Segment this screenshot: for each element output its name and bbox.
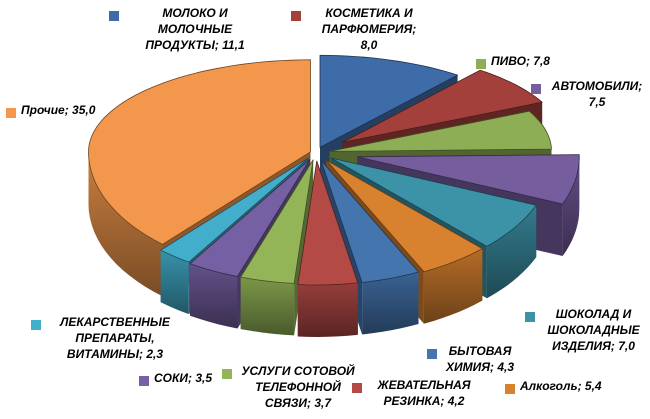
pie-slice-4 — [330, 157, 537, 247]
data-label-6: БЫТОВАЯ ХИМИЯ; 4,3 — [445, 344, 515, 374]
legend-marker-10 — [31, 320, 41, 330]
pie-slice-7 — [297, 160, 359, 286]
pie-slice-8 — [240, 159, 314, 284]
data-label-10: ЛЕКАРСТВЕННЫЕ ПРЕПАРАТЫ, ВИТАМИНЫ; 2,3 — [60, 315, 170, 361]
data-label-8: УСЛУГИ СОТОВОЙ ТЕЛЕФОННОЙ СВЯЗИ; 3,7 — [241, 364, 355, 410]
legend-marker-2 — [476, 59, 486, 69]
data-label-3: АВТОМОБИЛИ; 7,5 — [551, 79, 643, 109]
legend-marker-0 — [109, 11, 119, 21]
legend-marker-5 — [505, 384, 515, 394]
pie-slice-0 — [319, 54, 458, 148]
data-label-1: КОСМЕТИКА И ПАРФЮМЕРИЯ; 8,0 — [321, 6, 417, 52]
pie-slice-10 — [160, 157, 310, 263]
pie-slice-6 — [320, 160, 419, 283]
pie-slice-3 — [356, 154, 580, 205]
legend-marker-6 — [427, 349, 437, 359]
pie-slice-9 — [189, 158, 311, 277]
pie-slice-1 — [342, 69, 543, 143]
legend-marker-7 — [352, 383, 362, 393]
data-label-2: ПИВО; 7,8 — [491, 54, 550, 68]
data-label-5: Алкоголь; 5,4 — [520, 379, 602, 393]
data-label-9: СОКИ; 3,5 — [154, 371, 213, 385]
pie-slice-2 — [329, 110, 552, 152]
legend-marker-11 — [6, 108, 16, 118]
pie-slice-11 — [88, 59, 311, 245]
legend-marker-3 — [531, 84, 541, 94]
data-label-7: ЖЕВАТЕЛЬНАЯ РЕЗИНКА; 4,2 — [377, 378, 471, 408]
data-label-0: МОЛОКО И МОЛОЧНЫЕ ПРОДУКТЫ; 11,1 — [145, 6, 245, 52]
legend-marker-1 — [291, 11, 301, 21]
data-label-11: Прочие; 35,0 — [21, 103, 96, 117]
legend-marker-8 — [222, 369, 232, 379]
legend-marker-9 — [139, 376, 149, 386]
data-label-4: ШОКОЛАД И ШОКОЛАДНЫЕ ИЗДЕЛИЯ; 7,0 — [547, 307, 640, 353]
pie-slice-5 — [326, 159, 483, 273]
legend-marker-4 — [525, 312, 535, 322]
